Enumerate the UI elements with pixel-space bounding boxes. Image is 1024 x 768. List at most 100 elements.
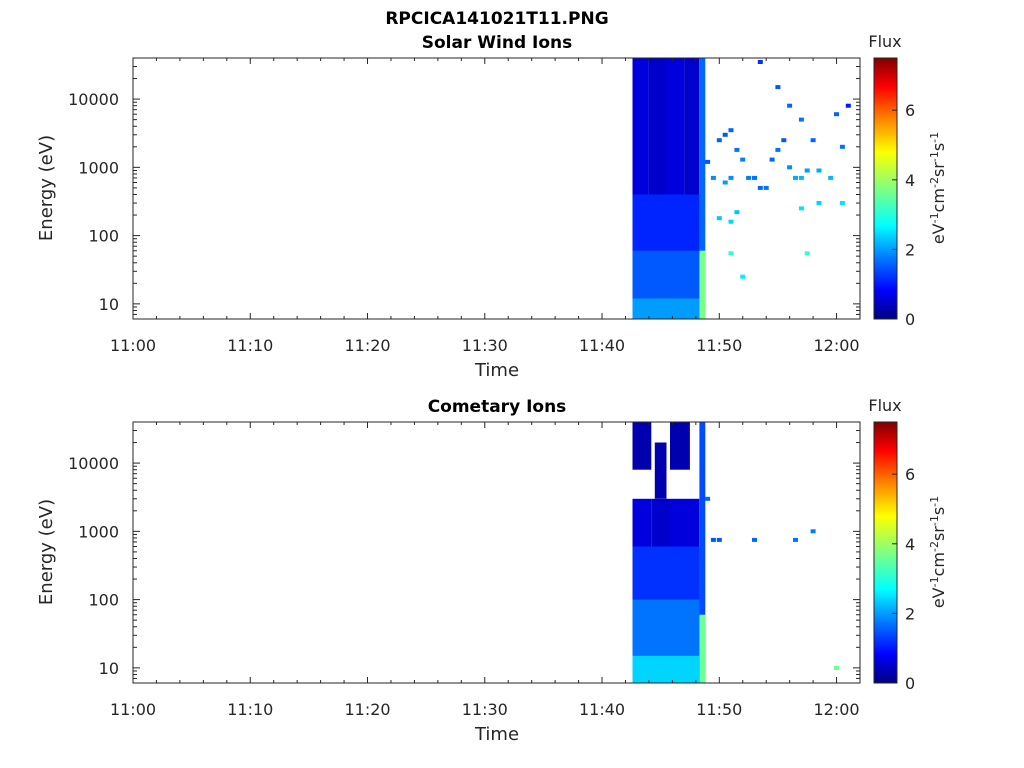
heatmap-pixel bbox=[722, 132, 728, 137]
x-tick-label: 12:00 bbox=[813, 700, 859, 719]
heatmap-pixel bbox=[716, 216, 722, 221]
colorbar-tick-label: 0 bbox=[905, 310, 915, 329]
colorbar-units: eV-1cm-2sr-1s-1 bbox=[928, 132, 948, 244]
x-tick-label: 11:30 bbox=[462, 700, 508, 719]
colorbar: Flux 0 2 4 6 eV-1cm-2sr-1s-1 bbox=[868, 32, 948, 329]
y-tick-label: 1000 bbox=[78, 158, 119, 177]
solar-wind-ions-panel: Solar Wind Ions 11:00 11:10 11:20 11:30 11:4… bbox=[36, 32, 948, 381]
colorbar-ticks: 0 2 4 6 bbox=[892, 101, 915, 329]
heatmap-pixel bbox=[716, 138, 722, 143]
heatmap-cell bbox=[632, 422, 652, 470]
heatmap-cell bbox=[654, 442, 667, 499]
x-axis: 11:00 11:10 11:20 11:30 11:40 11:50 12:00 bbox=[110, 58, 861, 355]
heatmap-cell bbox=[699, 422, 706, 683]
heatmap-cell bbox=[699, 250, 706, 319]
heatmap-cell bbox=[699, 58, 706, 319]
y-tick-label: 100 bbox=[88, 227, 119, 246]
heatmap-pixel bbox=[710, 537, 716, 542]
spectrogram-plot bbox=[632, 422, 839, 683]
heatmap-pixel bbox=[752, 175, 757, 180]
heatmap-pixel bbox=[705, 496, 711, 501]
x-tick-label: 11:00 bbox=[110, 336, 156, 355]
heatmap-pixel bbox=[775, 147, 781, 152]
heatmap-pixel bbox=[804, 251, 810, 256]
y-axis-label: Energy (eV) bbox=[36, 499, 57, 605]
heatmap-pixel bbox=[775, 85, 781, 90]
colorbar-tick-label: 6 bbox=[905, 465, 915, 484]
heatmap-pixel bbox=[728, 175, 734, 180]
heatmap-pixel bbox=[787, 103, 793, 108]
heatmap-pixel bbox=[710, 175, 716, 180]
y-axis: 10 100 1000 10000 bbox=[68, 421, 860, 684]
y-axis: 10 100 1000 10000 bbox=[68, 57, 860, 320]
cometary-ions-panel: Cometary Ions 11:00 11:10 11:20 11:30 11:40 1… bbox=[36, 396, 948, 745]
colorbar-tick-label: 2 bbox=[905, 604, 915, 623]
y-tick-label: 10000 bbox=[68, 90, 119, 109]
colorbar-title: Flux bbox=[868, 396, 901, 415]
colorbar-gradient bbox=[873, 421, 898, 684]
heatmap-pixel bbox=[793, 537, 798, 542]
x-axis-label: Time bbox=[474, 724, 519, 745]
colorbar-units: eV-1cm-2sr-1s-1 bbox=[928, 496, 948, 608]
colorbar: Flux 0 2 4 6 eV-1cm-2sr-1s-1 bbox=[868, 396, 948, 693]
colorbar-ticks: 0 2 4 6 bbox=[892, 465, 915, 693]
heatmap-pixel bbox=[740, 157, 746, 162]
colorbar-gradient bbox=[873, 57, 898, 320]
chart-title: Solar Wind Ions bbox=[422, 33, 573, 53]
heatmap-pixel bbox=[839, 144, 845, 149]
heatmap-pixel bbox=[734, 210, 740, 215]
heatmap-cell bbox=[632, 655, 700, 683]
x-axis-label: Time bbox=[474, 360, 519, 381]
y-tick-label: 1000 bbox=[78, 522, 119, 541]
heatmap-pixel bbox=[816, 201, 822, 205]
heatmap-pixel bbox=[740, 274, 746, 279]
heatmap-pixel bbox=[834, 665, 839, 670]
colorbar-tick-label: 4 bbox=[905, 171, 915, 190]
heatmap-pixel bbox=[752, 537, 757, 542]
heatmap-pixel bbox=[705, 159, 711, 164]
x-tick-label: 11:20 bbox=[344, 700, 390, 719]
heatmap-pixel bbox=[722, 180, 728, 185]
colorbar-tick-label: 0 bbox=[905, 674, 915, 693]
heatmap-pixel bbox=[728, 251, 734, 256]
heatmap-cell bbox=[699, 614, 706, 683]
y-tick-label: 100 bbox=[88, 591, 119, 610]
heatmap-pixel bbox=[763, 185, 769, 190]
heatmap-pixel bbox=[793, 175, 798, 180]
y-tick-label: 10 bbox=[99, 659, 119, 678]
chart-title: Cometary Ions bbox=[428, 397, 567, 417]
x-tick-label: 11:40 bbox=[579, 336, 625, 355]
x-tick-label: 11:30 bbox=[462, 336, 508, 355]
figure-title: RPCICA141021T11.PNG bbox=[385, 9, 608, 29]
x-tick-label: 11:40 bbox=[579, 700, 625, 719]
x-tick-label: 12:00 bbox=[813, 336, 859, 355]
heatmap-pixel bbox=[716, 537, 722, 542]
x-tick-label: 11:50 bbox=[696, 336, 742, 355]
heatmap-pixel bbox=[810, 138, 816, 143]
heatmap-pixel bbox=[798, 117, 804, 122]
heatmap-pixel bbox=[834, 112, 839, 117]
y-tick-label: 10 bbox=[99, 295, 119, 314]
colorbar-title: Flux bbox=[868, 32, 901, 51]
heatmap-cell bbox=[632, 298, 700, 319]
x-tick-label: 11:20 bbox=[344, 336, 390, 355]
y-tick-label: 10000 bbox=[68, 454, 119, 473]
heatmap-pixel bbox=[769, 157, 775, 162]
heatmap-pixel bbox=[828, 175, 834, 180]
colorbar-tick-label: 4 bbox=[905, 535, 915, 554]
x-tick-label: 11:50 bbox=[696, 700, 742, 719]
heatmap-pixel bbox=[798, 206, 804, 211]
heatmap-pixel bbox=[839, 201, 845, 205]
spectrogram-plot bbox=[632, 58, 851, 319]
heatmap-pixel bbox=[845, 103, 851, 108]
heatmap-pixel bbox=[804, 168, 810, 173]
y-axis-label: Energy (eV) bbox=[36, 135, 57, 241]
heatmap-pixel bbox=[816, 168, 822, 173]
x-tick-label: 11:00 bbox=[110, 700, 156, 719]
heatmap-pixel bbox=[787, 165, 793, 170]
plot-frame bbox=[132, 421, 861, 684]
x-axis: 11:00 11:10 11:20 11:30 11:40 11:50 12:00 bbox=[110, 422, 861, 719]
heatmap-pixel bbox=[798, 175, 804, 180]
colorbar-tick-label: 6 bbox=[905, 101, 915, 120]
